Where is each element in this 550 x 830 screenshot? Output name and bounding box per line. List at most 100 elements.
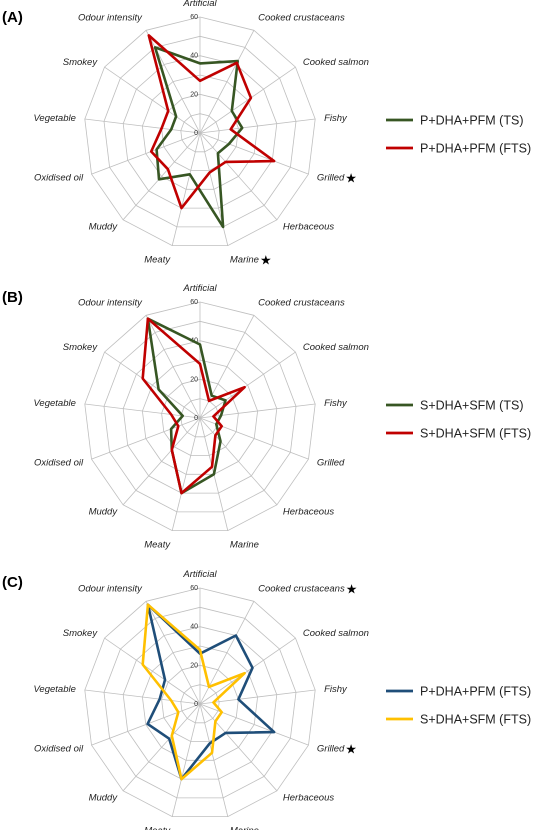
spoke-line [199, 703, 278, 792]
spoke-line [199, 689, 316, 705]
legend-label: S+DHA+SFM (FTS) [420, 713, 531, 727]
grid-ring [103, 606, 297, 799]
axis-label: Meaty [144, 539, 171, 550]
tick-label: 20 [190, 91, 198, 98]
axis-label: Muddy [89, 507, 119, 518]
spoke-line [122, 132, 201, 221]
grid-ring [180, 113, 220, 153]
axis-label: Cooked salmon [303, 57, 369, 68]
axis-label: Meaty [144, 825, 171, 830]
axis-label: Grilled [317, 743, 345, 754]
axis-label: Marine [230, 539, 259, 550]
spoke-line [199, 66, 296, 134]
grid-ring [84, 16, 316, 247]
spoke-line [84, 118, 201, 134]
grid-ring [122, 626, 278, 780]
axis-label: Fishy [324, 398, 348, 409]
axis-label: Herbaceous [283, 793, 334, 804]
spoke-line [122, 703, 201, 792]
significance-star-icon: ★ [346, 582, 358, 597]
axis-label: Herbaceous [283, 507, 334, 518]
spoke-line [91, 132, 201, 175]
panel-label: (B) [2, 289, 23, 306]
axis-label: Cooked crustaceans [258, 297, 345, 308]
tick-label: 40 [190, 53, 198, 60]
tick-label: 0 [194, 415, 198, 422]
legend-label: S+DHA+SFM (FTS) [420, 427, 531, 441]
axis-label: Artificial [182, 569, 217, 580]
axis-label: Odour intensity [78, 12, 143, 23]
spoke-line [199, 403, 316, 419]
series-line-1 [146, 603, 276, 781]
radar-panel-1: (A) 0 20 40 60 Artificial Cooked crustaceans Co… [2, 0, 531, 268]
axis-label: Vegetable [33, 398, 75, 409]
significance-star-icon: ★ [345, 742, 357, 757]
tick-label: 60 [190, 14, 198, 21]
axis-label: Smokey [63, 342, 99, 353]
series-line-2 [141, 317, 246, 495]
spoke-line [199, 417, 309, 460]
axis-label: Marine [230, 825, 259, 830]
grid-ring [103, 320, 297, 513]
axis-label: Cooked salmon [303, 342, 369, 353]
grid-ring [84, 301, 316, 531]
axis-label: Vegetable [33, 113, 75, 124]
spoke-line [104, 66, 201, 134]
axis-label: Vegetable [33, 684, 75, 695]
legend-label: P+DHA+PFM (TS) [420, 114, 524, 128]
legend-label: S+DHA+SFM (TS) [420, 399, 524, 413]
spoke-line [199, 703, 309, 746]
axis-label: Odour intensity [78, 583, 143, 594]
spoke-line [199, 417, 278, 506]
axis-label: Herbaceous [283, 222, 334, 233]
spoke-line [199, 703, 229, 817]
panel-label: (C) [2, 574, 23, 591]
axis-label: Oxidised oil [34, 743, 84, 754]
panel-label: (A) [2, 9, 23, 26]
legend-label: P+DHA+PFM (FTS) [420, 685, 531, 699]
tick-label: 60 [190, 585, 198, 592]
significance-star-icon: ★ [260, 253, 272, 268]
tick-label: 0 [194, 130, 198, 137]
axis-label: Fishy [324, 113, 348, 124]
spoke-line [122, 417, 201, 506]
grid-ring [103, 35, 297, 228]
axis-label: Smokey [63, 57, 99, 68]
grid-ring [180, 684, 220, 724]
legend-label: P+DHA+PFM (FTS) [420, 142, 531, 156]
axis-label: Cooked crustaceans [258, 12, 345, 23]
axis-label: Cooked crustaceans [258, 583, 345, 594]
spoke-line [199, 118, 316, 134]
series-line-2 [147, 34, 276, 210]
spoke-line [171, 417, 201, 531]
spoke-line [104, 351, 201, 419]
spoke-line [84, 689, 201, 705]
axis-label: Meaty [144, 254, 171, 265]
spoke-line [199, 351, 296, 419]
spoke-line [199, 132, 309, 175]
grid-ring [180, 398, 220, 438]
axis-label: Artificial [182, 0, 217, 9]
series-line-1 [146, 317, 227, 495]
axis-label: Oxidised oil [34, 457, 84, 468]
spoke-line [145, 315, 201, 419]
spoke-line [91, 703, 201, 746]
grid-ring [84, 587, 316, 817]
spoke-line [199, 132, 278, 221]
significance-star-icon: ★ [345, 171, 357, 186]
spoke-line [145, 601, 201, 705]
tick-label: 60 [190, 299, 198, 306]
axis-label: Marine [230, 254, 259, 265]
axis-label: Oxidised oil [34, 172, 84, 183]
axis-label: Artificial [182, 283, 217, 294]
tick-label: 0 [194, 701, 198, 708]
spoke-line [199, 637, 296, 705]
axis-label: Smokey [63, 628, 99, 639]
spoke-line [145, 30, 201, 134]
axis-label: Muddy [89, 222, 119, 233]
grid-ring [122, 55, 278, 209]
spoke-line [171, 703, 201, 817]
